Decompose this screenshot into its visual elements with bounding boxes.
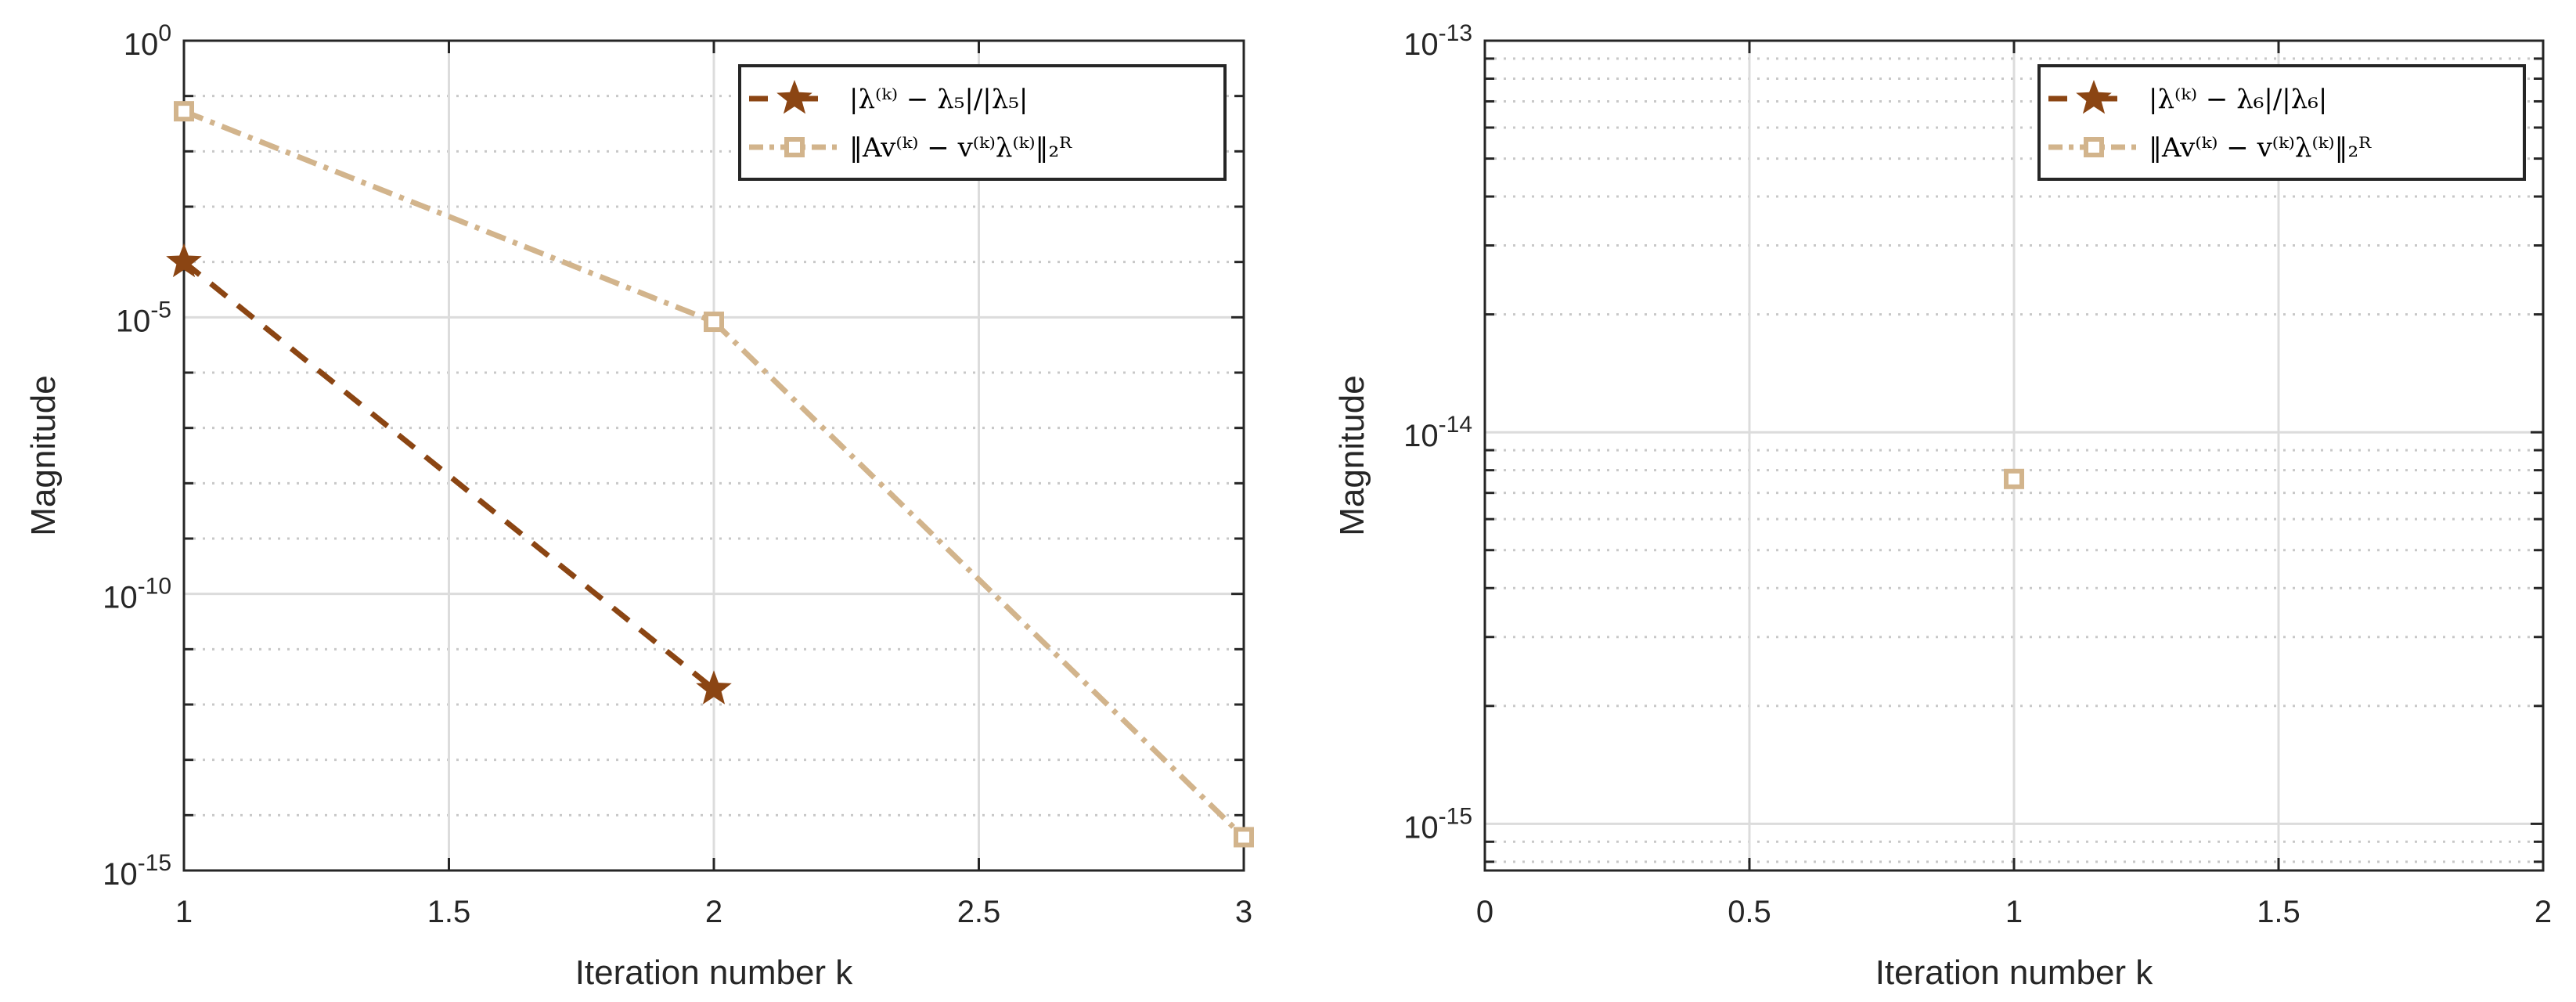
legend-star-icon bbox=[776, 80, 812, 114]
y-tick-exponent: -10 bbox=[138, 574, 171, 600]
y-tick-label: 10-10 bbox=[103, 574, 171, 615]
legend: |λ⁽ᵏ⁾ − λ₆|/|λ₆| ‖Av⁽ᵏ⁾ − v⁽ᵏ⁾λ⁽ᵏ⁾‖₂ᴿ bbox=[2037, 64, 2526, 181]
x-tick-label: 2 bbox=[705, 895, 722, 929]
series-1-star-marker bbox=[166, 243, 202, 278]
y-tick-label: 10-14 bbox=[1403, 412, 1472, 453]
y-tick-label: 10-15 bbox=[1403, 803, 1472, 845]
legend-square-icon bbox=[784, 137, 805, 157]
series-2-square-marker bbox=[1234, 827, 1254, 848]
x-tick-label: 3 bbox=[1235, 895, 1252, 929]
y-tick-base: 10 bbox=[1403, 419, 1439, 453]
y-tick-exponent: -13 bbox=[1439, 20, 1472, 46]
series-1-star-marker bbox=[696, 670, 732, 705]
series-2-square-marker bbox=[704, 312, 724, 333]
series-2-square-marker bbox=[2004, 468, 2024, 489]
legend-box bbox=[2037, 64, 2526, 181]
y-tick-exponent: 0 bbox=[158, 20, 171, 46]
y-tick-base: 10 bbox=[103, 857, 138, 892]
x-axis-label: Iteration number k bbox=[575, 953, 854, 992]
y-tick-base: 10 bbox=[1403, 27, 1439, 62]
legend-series-1-label: |λ⁽ᵏ⁾ − λ₆|/|λ₆| bbox=[2149, 84, 2327, 115]
y-tick-label: 10-13 bbox=[1403, 20, 1472, 62]
x-tick-label: 1 bbox=[175, 895, 193, 929]
y-tick-exponent: -14 bbox=[1439, 412, 1472, 438]
y-tick-base: 10 bbox=[103, 581, 138, 615]
y-tick-base: 10 bbox=[1403, 810, 1439, 845]
y-tick-exponent: -15 bbox=[138, 850, 171, 876]
x-axis-label: Iteration number k bbox=[1875, 953, 2154, 992]
y-tick-base: 10 bbox=[116, 304, 151, 338]
legend-series-2-label: ‖Av⁽ᵏ⁾ − v⁽ᵏ⁾λ⁽ᵏ⁾‖₂ᴿ bbox=[849, 132, 1072, 164]
legend-series-2-label: ‖Av⁽ᵏ⁾ − v⁽ᵏ⁾λ⁽ᵏ⁾‖₂ᴿ bbox=[2149, 132, 2372, 164]
y-tick-label: 10-15 bbox=[103, 850, 171, 892]
y-tick-exponent: -5 bbox=[150, 297, 171, 323]
legend-square-icon bbox=[2084, 137, 2104, 157]
x-tick-label: 2 bbox=[2535, 895, 2552, 929]
series-1-line bbox=[182, 259, 716, 692]
y-axis-label: Magnitude bbox=[24, 375, 63, 535]
series-2-square-marker bbox=[174, 101, 194, 122]
y-tick-label: 100 bbox=[124, 20, 171, 62]
legend-star-icon bbox=[2076, 80, 2112, 114]
legend: |λ⁽ᵏ⁾ − λ₅|/|λ₅| ‖Av⁽ᵏ⁾ − v⁽ᵏ⁾λ⁽ᵏ⁾‖₂ᴿ bbox=[738, 64, 1227, 181]
y-axis-label: Magnitude bbox=[1333, 375, 1371, 535]
legend-series-1-label: |λ⁽ᵏ⁾ − λ₅|/|λ₅| bbox=[849, 84, 1028, 115]
y-tick-base: 10 bbox=[124, 27, 159, 62]
axes-box bbox=[182, 39, 1245, 872]
axes-box bbox=[1483, 39, 2545, 872]
x-tick-label: 1.5 bbox=[427, 895, 471, 929]
y-tick-label: 10-5 bbox=[116, 297, 171, 338]
x-tick-label: 0.5 bbox=[1728, 895, 1771, 929]
y-tick-exponent: -15 bbox=[1439, 803, 1472, 829]
x-tick-label: 1 bbox=[2005, 895, 2023, 929]
x-tick-label: 0 bbox=[1476, 895, 1493, 929]
x-tick-label: 1.5 bbox=[2257, 895, 2300, 929]
legend-box bbox=[738, 64, 1227, 181]
x-tick-label: 2.5 bbox=[957, 895, 1001, 929]
